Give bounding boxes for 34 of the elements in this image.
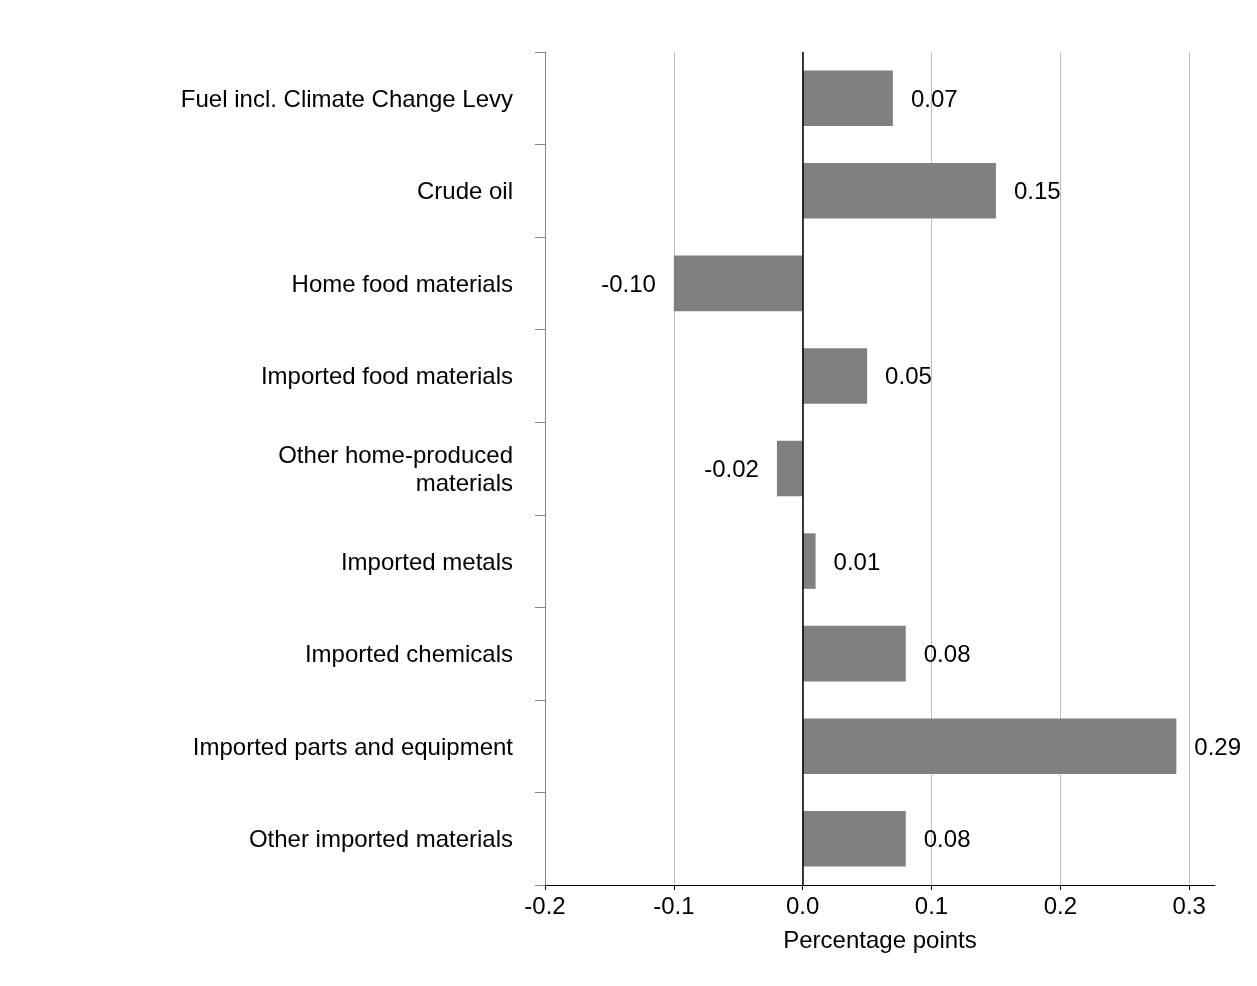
y-tick-label: Home food materials — [291, 269, 513, 297]
y-tick-label: Imported metals — [340, 547, 513, 575]
data-label: 0.05 — [885, 362, 932, 390]
y-tick-label: Fuel incl. Climate Change Levy — [180, 84, 513, 112]
data-label: -0.10 — [601, 269, 656, 297]
x-axis-title: Percentage points — [783, 925, 977, 953]
x-tick-label: 0.0 — [786, 891, 820, 919]
bar — [802, 533, 816, 589]
data-label: -0.02 — [704, 455, 759, 482]
bar — [802, 718, 1177, 774]
y-tick-label: Imported chemicals — [304, 640, 513, 668]
bar — [802, 70, 893, 127]
data-label: 0.08 — [923, 825, 971, 853]
bar — [802, 810, 906, 867]
data-label: 0.29 — [1194, 732, 1242, 760]
bar — [802, 348, 868, 404]
data-label: 0.15 — [1013, 177, 1061, 205]
data-label: 0.07 — [910, 84, 958, 112]
bar — [673, 255, 803, 312]
data-label: 0.01 — [833, 547, 881, 575]
bar — [802, 625, 906, 682]
y-tick-label: Other home-produced materials — [278, 441, 513, 496]
data-label: 0.08 — [923, 640, 971, 668]
y-tick-label: Imported parts and equipment — [192, 732, 514, 760]
bar — [802, 163, 996, 219]
y-tick-label: Crude oil — [416, 177, 513, 205]
bar — [776, 440, 803, 497]
x-tick-label: 0.1 — [914, 891, 949, 919]
x-tick-label: 0.3 — [1172, 891, 1206, 919]
y-tick-label: Imported food materials — [260, 362, 513, 390]
x-tick-label: 0.2 — [1043, 891, 1078, 919]
y-tick-label: Other imported materials — [248, 825, 513, 853]
x-tick-label: -0.1 — [653, 891, 695, 919]
x-tick-label: -0.2 — [524, 891, 566, 919]
